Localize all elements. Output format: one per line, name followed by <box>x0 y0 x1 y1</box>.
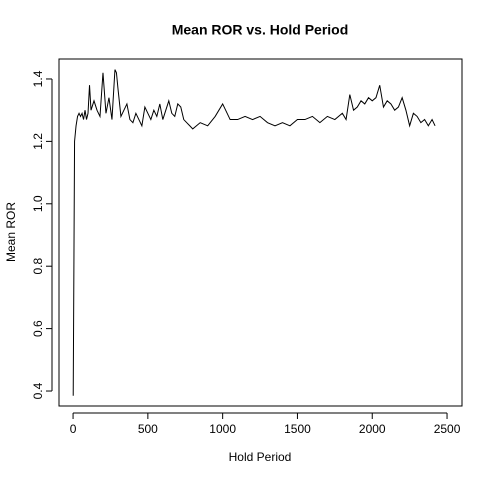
x-tick-label: 1500 <box>284 422 311 436</box>
plot-box <box>58 58 463 407</box>
y-tick-label: 0.6 <box>31 320 45 337</box>
x-axis-label: Hold Period <box>229 450 292 464</box>
x-tick-label: 1000 <box>209 422 236 436</box>
y-tick-label: 1.4 <box>31 70 45 87</box>
y-tick-label: 1.2 <box>31 133 45 150</box>
chart-title: Mean ROR vs. Hold Period <box>172 22 349 38</box>
x-tick-label: 0 <box>70 422 77 436</box>
y-axis-label: Mean ROR <box>4 202 18 262</box>
y-tick-label: 0.8 <box>31 258 45 275</box>
x-tick-label: 500 <box>138 422 158 436</box>
data-line <box>72 69 436 396</box>
x-tick-label: 2000 <box>359 422 386 436</box>
y-tick-label: 0.4 <box>31 382 45 399</box>
x-tick-label: 2500 <box>434 422 461 436</box>
y-tick-label: 1.0 <box>31 195 45 212</box>
